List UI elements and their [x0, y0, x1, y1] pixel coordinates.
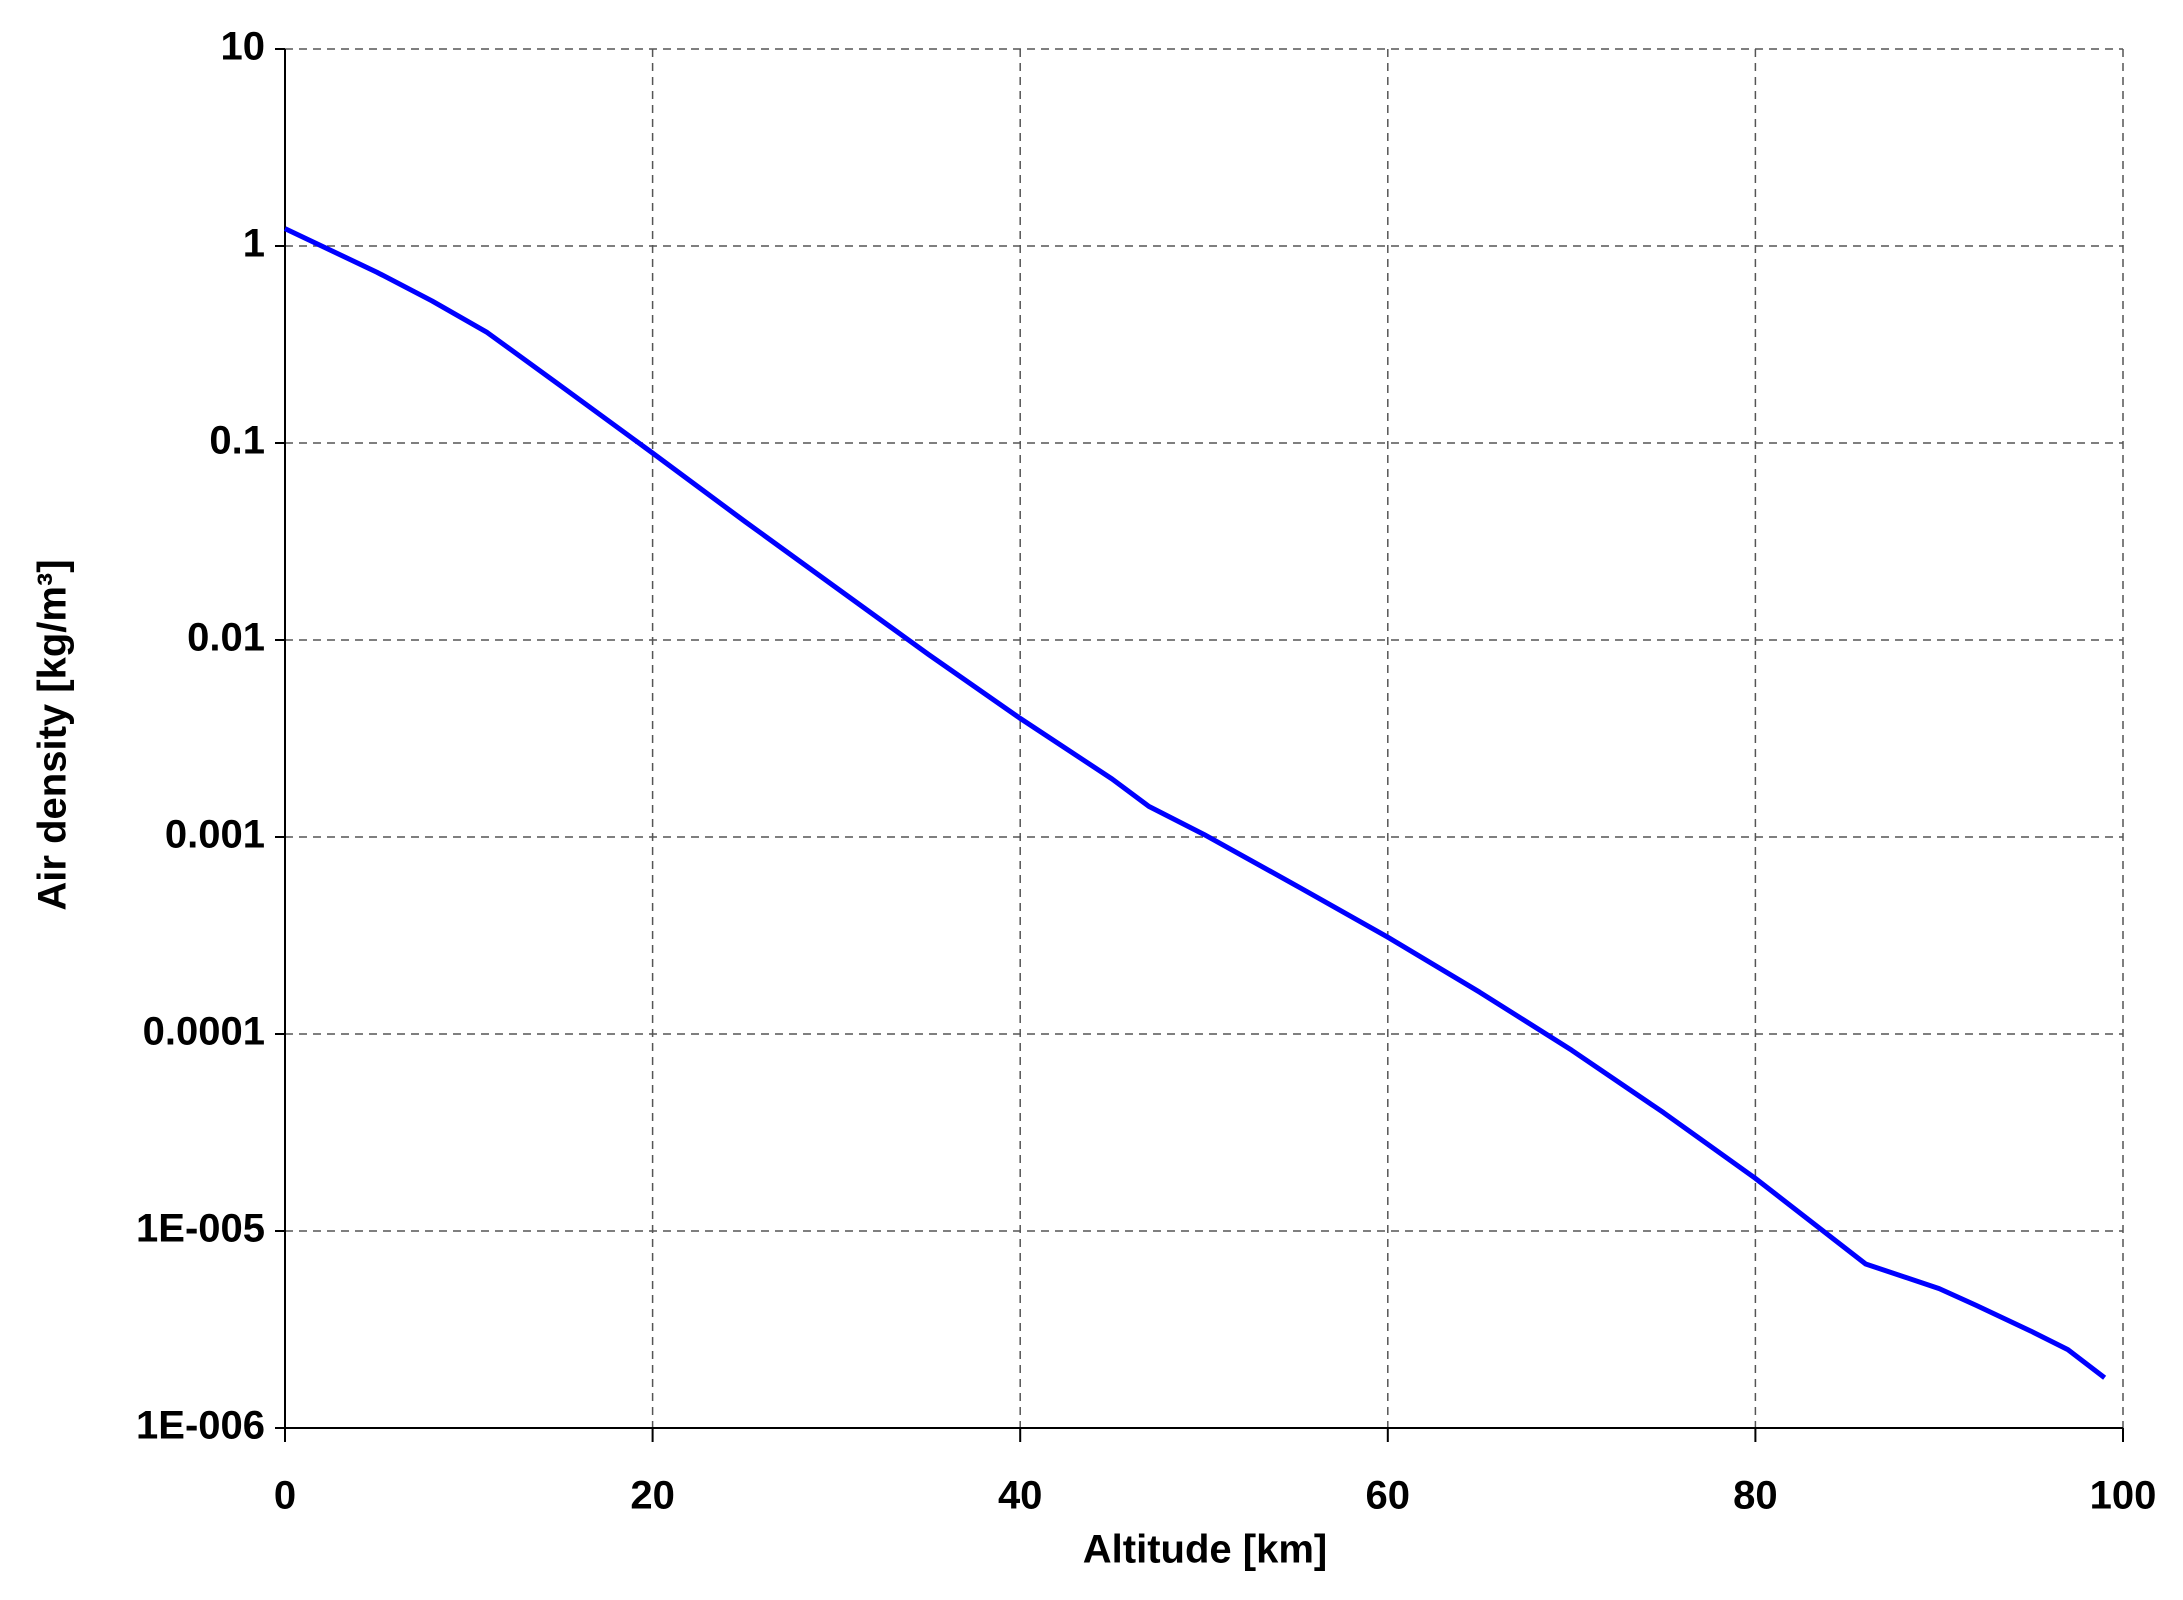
y-tick-label: 0.01: [187, 616, 265, 660]
y-axis-label: Air density [kg/m³]: [31, 559, 75, 910]
y-tick-label: 0.001: [165, 813, 265, 857]
x-tick-label: 80: [1733, 1474, 1778, 1518]
x-tick-label: 40: [998, 1474, 1043, 1518]
x-tick-label: 60: [1366, 1474, 1411, 1518]
x-tick-label: 20: [630, 1474, 675, 1518]
x-tick-label: 0: [274, 1474, 296, 1518]
y-tick-label: 1E-006: [136, 1404, 265, 1448]
y-tick-label: 10: [221, 25, 266, 69]
x-axis-label: Altitude [km]: [1083, 1528, 1327, 1572]
y-tick-label: 1E-005: [136, 1207, 265, 1251]
x-tick-label: 100: [2090, 1474, 2157, 1518]
data-line: [283, 226, 2107, 1380]
y-tick-label: 1: [243, 222, 265, 266]
y-tick-label: 0.1: [209, 419, 265, 463]
y-tick-label: 0.0001: [143, 1010, 265, 1054]
